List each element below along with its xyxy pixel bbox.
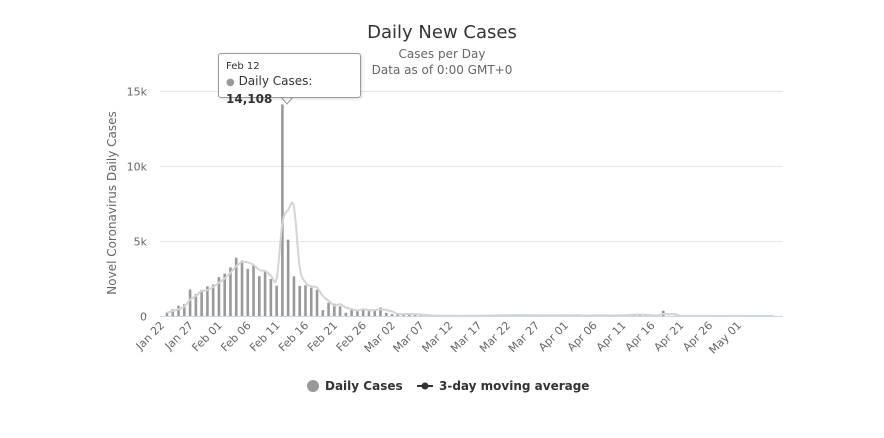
y-tick-label: 15k (127, 86, 148, 99)
y-tick-label: 5k (134, 236, 148, 249)
x-tick-label: Apr 01 (536, 319, 571, 354)
bar[interactable] (188, 289, 192, 316)
bar[interactable] (373, 309, 377, 316)
bar[interactable] (350, 308, 353, 316)
bar[interactable] (292, 276, 296, 316)
bar[interactable] (194, 294, 198, 316)
bar[interactable] (281, 104, 284, 316)
tooltip-series-dot-icon: ● (226, 77, 235, 88)
x-tick-label: Jan 22 (133, 319, 167, 353)
bar[interactable] (275, 285, 278, 316)
x-tick-label: Mar 22 (477, 319, 513, 355)
bar[interactable] (165, 312, 169, 316)
tooltip-pointer (280, 96, 294, 105)
bar[interactable] (356, 309, 359, 316)
legend-item-daily-cases[interactable]: Daily Cases (307, 379, 403, 393)
bar[interactable] (321, 310, 325, 316)
legend-label-daily-cases: Daily Cases (325, 379, 403, 393)
bar[interactable] (246, 268, 250, 316)
bar[interactable] (390, 314, 394, 316)
legend-marker-icon (421, 382, 429, 390)
x-tick-label: Feb 01 (189, 319, 224, 354)
bar[interactable] (286, 239, 290, 316)
bar[interactable] (269, 278, 273, 316)
bar[interactable] (240, 260, 244, 316)
x-tick-label: May 01 (706, 319, 744, 357)
bar[interactable] (338, 306, 342, 316)
x-tick-label: Feb 11 (247, 319, 282, 354)
moving-average-line (166, 201, 773, 317)
bar[interactable] (384, 312, 388, 316)
x-tick-label: Apr 06 (565, 319, 600, 354)
y-tick-label: 10k (127, 161, 148, 174)
bar[interactable] (327, 302, 330, 316)
bar[interactable] (419, 315, 423, 316)
bar[interactable] (396, 314, 400, 316)
legend-label-moving-average: 3-day moving average (439, 379, 589, 393)
bar[interactable] (361, 309, 365, 316)
chart-subtitle-2: Data as of 0:00 GMT+0 (372, 63, 513, 77)
x-tick-label: Mar 12 (419, 319, 455, 355)
y-axis-title: Novel Coronavirus Daily Cases (105, 111, 119, 294)
bar[interactable] (298, 285, 302, 316)
legend-item-moving-average[interactable]: 3-day moving average (417, 379, 589, 393)
bar[interactable] (263, 271, 267, 316)
tooltip-date: Feb 12 (226, 61, 260, 72)
x-tick-label: Feb 16 (276, 319, 311, 354)
x-tick-label: Feb 06 (218, 319, 253, 354)
bar[interactable] (206, 286, 209, 316)
chart-title: Daily New Cases (367, 22, 517, 43)
x-tick-label: Jan 27 (162, 319, 196, 353)
bar[interactable] (333, 303, 336, 316)
x-tick-label: Apr 21 (651, 319, 686, 354)
bar[interactable] (252, 265, 255, 316)
bar[interactable] (379, 307, 382, 316)
bar[interactable] (413, 314, 417, 316)
y-tick-label: 0 (140, 311, 147, 324)
bar[interactable] (258, 276, 261, 316)
bar[interactable] (344, 312, 348, 316)
bar[interactable] (304, 285, 307, 316)
x-tick-label: Mar 07 (391, 319, 427, 355)
bar[interactable] (217, 277, 221, 316)
bar[interactable] (234, 257, 238, 316)
legend-circle-icon (307, 380, 319, 392)
bar[interactable] (315, 289, 319, 316)
tooltip: Feb 12 ● Daily Cases: 14,108 (218, 53, 361, 106)
bar[interactable] (211, 284, 215, 316)
bar[interactable] (367, 311, 371, 316)
bar[interactable] (223, 273, 226, 316)
bar[interactable] (309, 287, 313, 316)
bar[interactable] (177, 305, 180, 316)
x-tick-label: Feb 21 (305, 319, 340, 354)
x-tick-label: Mar 17 (448, 319, 484, 355)
bar[interactable] (229, 267, 232, 316)
x-tick-label: Mar 02 (362, 319, 398, 355)
tooltip-label: Daily Cases: (238, 74, 313, 88)
tooltip-value: 14,108 (226, 92, 273, 106)
chart-subtitle-1: Cases per Day (399, 47, 486, 61)
bar[interactable] (200, 289, 203, 316)
bar[interactable] (183, 304, 186, 316)
bar[interactable] (171, 309, 175, 316)
x-tick-label: Apr 16 (623, 319, 658, 354)
x-tick-label: Mar 27 (506, 319, 542, 355)
x-tick-label: Apr 11 (594, 319, 629, 354)
